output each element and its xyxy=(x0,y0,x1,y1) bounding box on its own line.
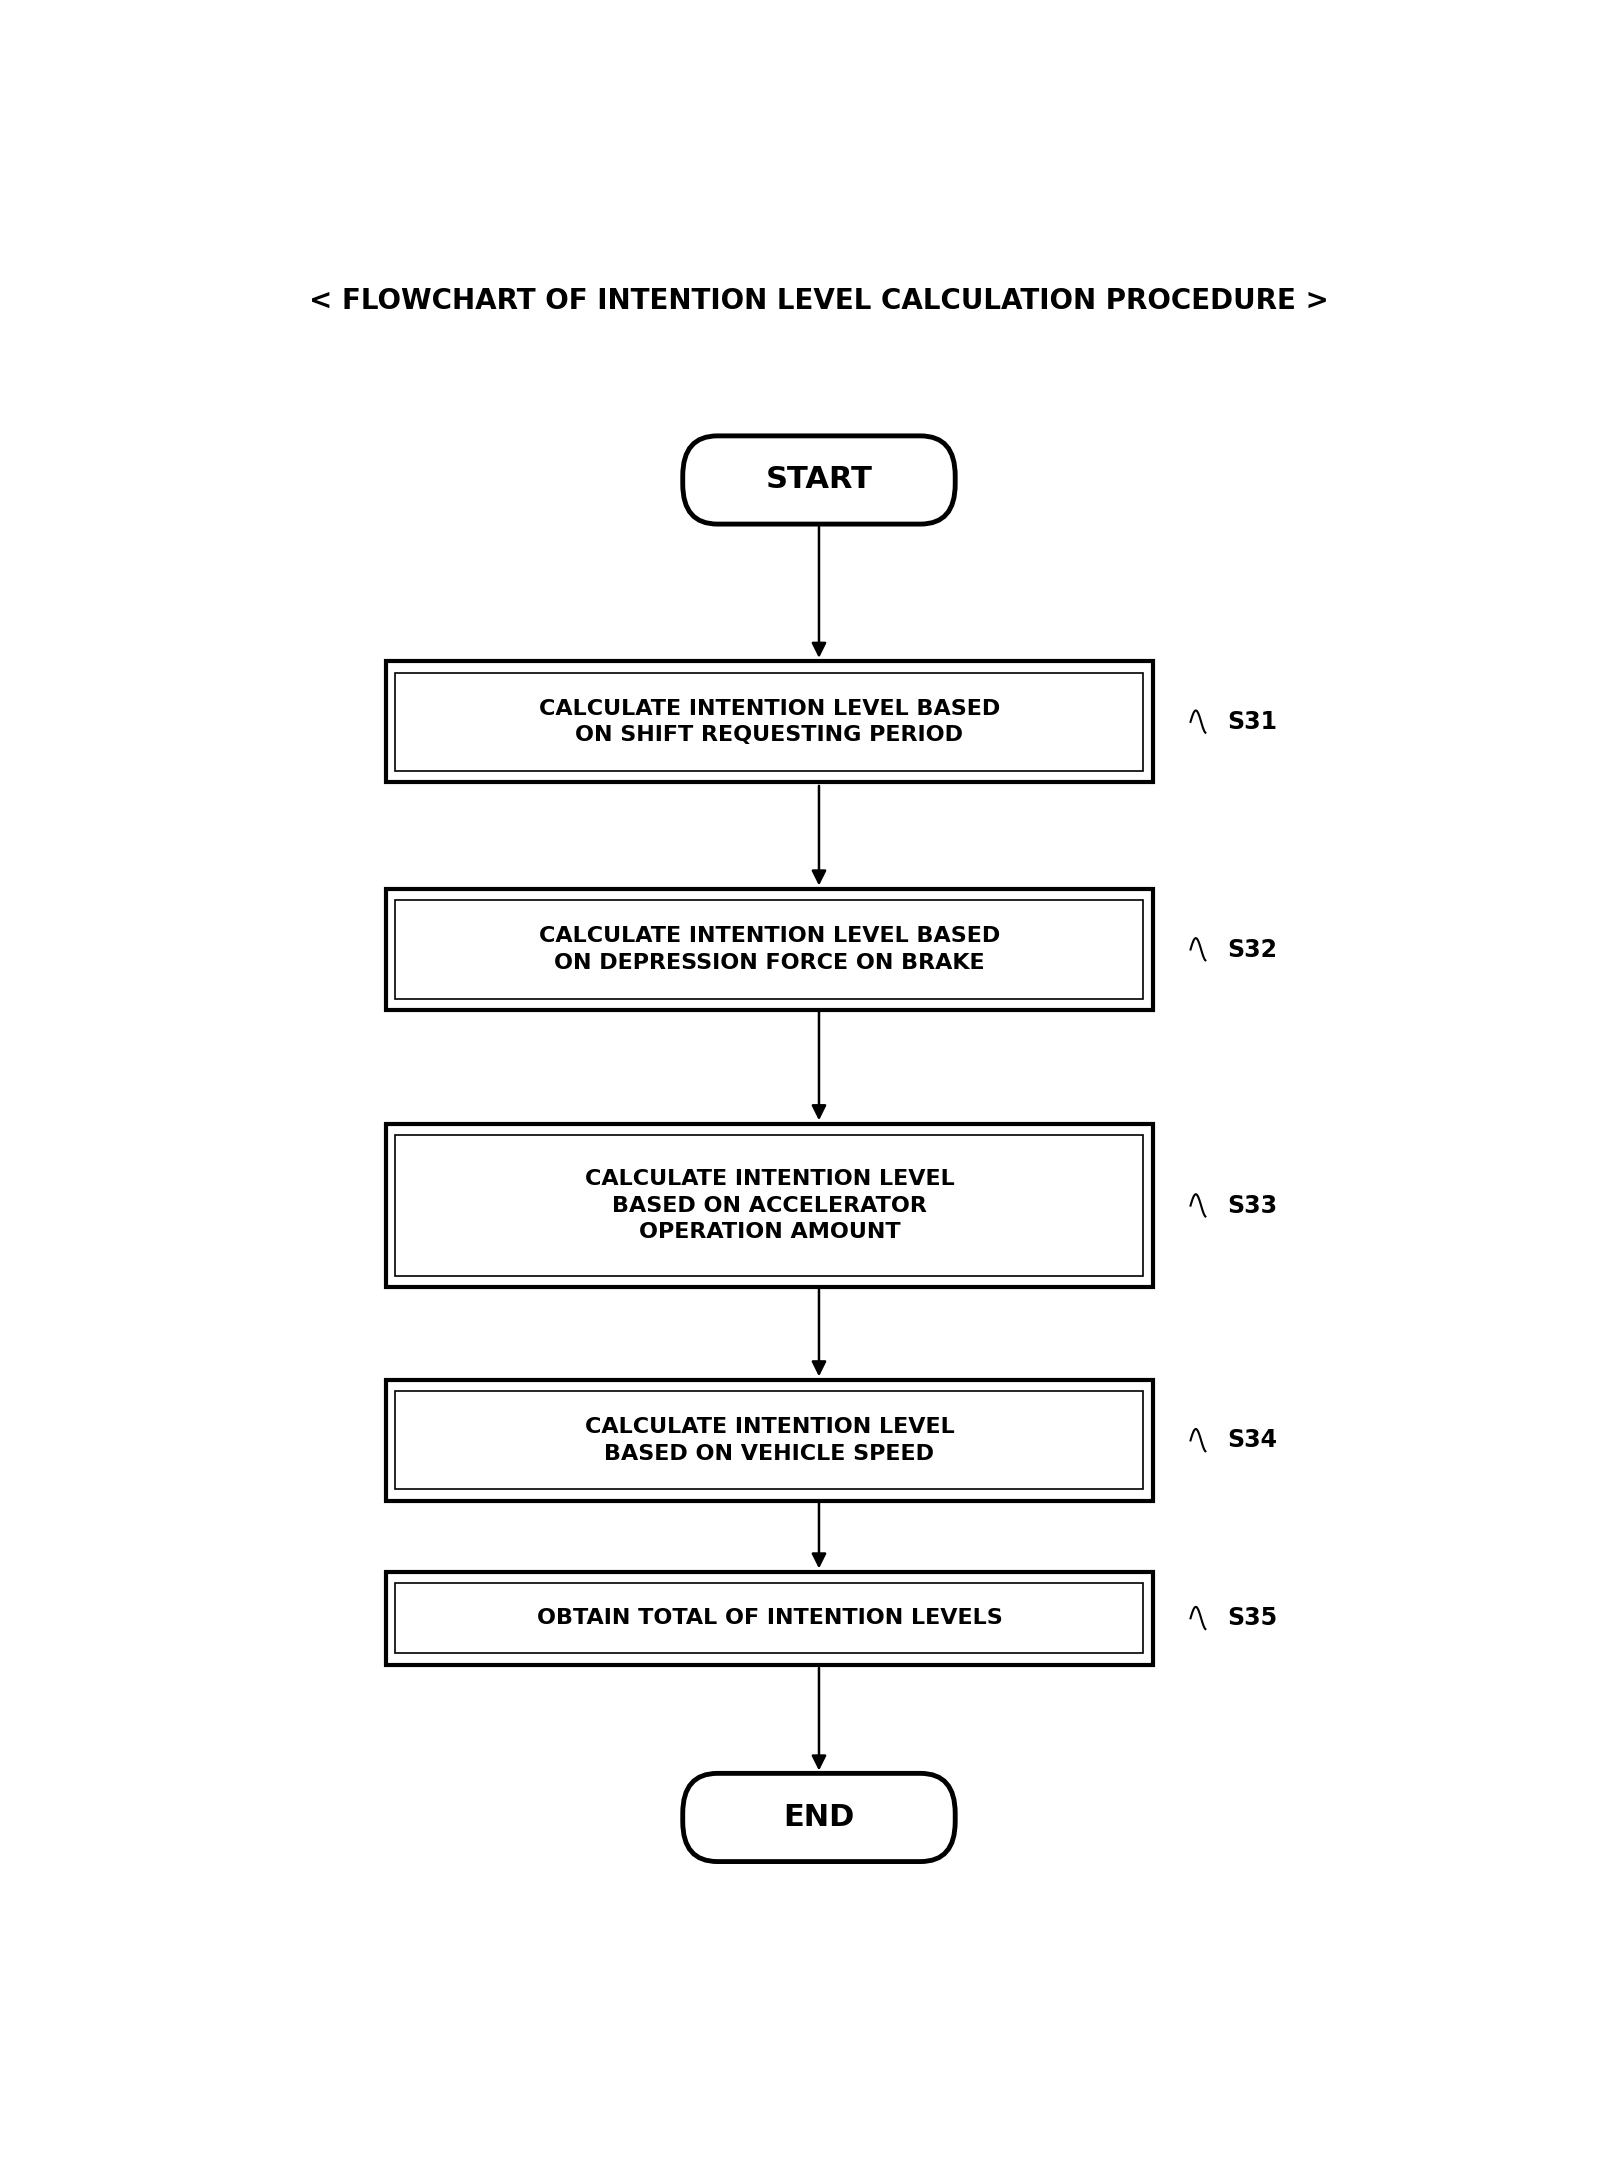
FancyBboxPatch shape xyxy=(682,437,956,523)
Bar xyxy=(395,1583,1144,1654)
Bar xyxy=(395,899,1144,999)
Text: END: END xyxy=(783,1803,855,1831)
Bar xyxy=(385,889,1154,1010)
FancyBboxPatch shape xyxy=(682,1773,956,1861)
Text: OBTAIN TOTAL OF INTENTION LEVELS: OBTAIN TOTAL OF INTENTION LEVELS xyxy=(537,1609,1002,1628)
Text: CALCULATE INTENTION LEVEL BASED
ON SHIFT REQUESTING PERIOD: CALCULATE INTENTION LEVEL BASED ON SHIFT… xyxy=(539,698,1000,746)
Text: CALCULATE INTENTION LEVEL
BASED ON ACCELERATOR
OPERATION AMOUNT: CALCULATE INTENTION LEVEL BASED ON ACCEL… xyxy=(585,1170,954,1241)
Bar xyxy=(385,662,1154,783)
Text: < FLOWCHART OF INTENTION LEVEL CALCULATION PROCEDURE >: < FLOWCHART OF INTENTION LEVEL CALCULATI… xyxy=(308,288,1330,316)
Bar xyxy=(395,672,1144,772)
Text: S34: S34 xyxy=(1227,1429,1278,1453)
Text: S35: S35 xyxy=(1227,1606,1278,1630)
Text: S33: S33 xyxy=(1227,1193,1278,1217)
Bar xyxy=(385,1572,1154,1665)
Bar xyxy=(385,1124,1154,1286)
Text: CALCULATE INTENTION LEVEL
BASED ON VEHICLE SPEED: CALCULATE INTENTION LEVEL BASED ON VEHIC… xyxy=(585,1418,954,1464)
Bar xyxy=(395,1135,1144,1276)
Text: S31: S31 xyxy=(1227,709,1278,733)
Bar xyxy=(385,1379,1154,1500)
Text: START: START xyxy=(765,465,873,495)
Bar xyxy=(395,1392,1144,1490)
Text: CALCULATE INTENTION LEVEL BASED
ON DEPRESSION FORCE ON BRAKE: CALCULATE INTENTION LEVEL BASED ON DEPRE… xyxy=(539,925,1000,973)
Text: S32: S32 xyxy=(1227,938,1278,962)
